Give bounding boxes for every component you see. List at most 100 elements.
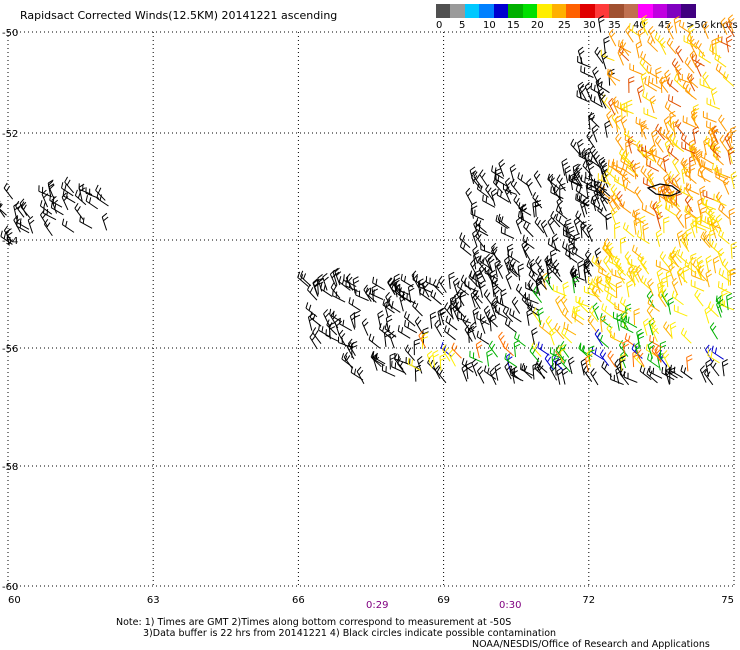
- wind-barb: [397, 325, 411, 339]
- wind-barb: [517, 263, 525, 281]
- wind-barb: [330, 282, 341, 299]
- legend-swatch: [436, 4, 451, 18]
- wind-barb: [631, 209, 645, 224]
- wind-barb: [637, 331, 645, 349]
- wind-barb: [640, 257, 650, 275]
- wind-barb: [472, 245, 479, 264]
- wind-barb: [649, 95, 657, 114]
- wind-barb: [601, 361, 613, 378]
- legend-swatch: [464, 4, 480, 18]
- wind-barb: [675, 64, 682, 82]
- wind-barb: [550, 210, 561, 228]
- wind-barb: [555, 213, 568, 229]
- x-tick-label: 66: [292, 595, 305, 606]
- wind-barb: [492, 286, 500, 304]
- wind-barb: [613, 255, 624, 273]
- wind-barb: [686, 354, 693, 372]
- wind-barb: [448, 349, 456, 367]
- wind-barb: [38, 185, 52, 198]
- wind-barb: [506, 243, 514, 262]
- wind-barb: [85, 195, 98, 210]
- wind-barb: [584, 249, 594, 267]
- wind-barb: [620, 102, 634, 115]
- wind-barb: [323, 309, 331, 327]
- wind-barb: [546, 266, 554, 285]
- wind-barb: [647, 278, 654, 296]
- wind-barb: [682, 115, 697, 128]
- wind-barb: [307, 313, 315, 331]
- wind-barb: [459, 232, 471, 248]
- legend-swatch: [551, 4, 566, 18]
- wind-barb: [564, 165, 572, 184]
- x-tick-label: 69: [437, 595, 450, 606]
- wind-barb: [654, 135, 664, 153]
- wind-barb: [575, 163, 583, 182]
- wind-barb: [646, 65, 660, 79]
- wind-barb: [572, 305, 585, 321]
- wind-barb: [573, 168, 582, 186]
- wind-barb: [642, 223, 649, 241]
- wind-barb: [606, 165, 618, 182]
- wind-barb: [537, 265, 546, 283]
- wind-barb: [717, 248, 725, 266]
- wind-barb: [594, 328, 604, 347]
- wind-barb: [383, 329, 391, 347]
- wind-barb: [595, 256, 607, 273]
- wind-barb: [372, 350, 386, 365]
- wind-barb: [547, 238, 561, 252]
- legend-label: >50 knots: [686, 20, 738, 31]
- wind-barb: [16, 220, 30, 234]
- wind-barb: [626, 99, 633, 117]
- wind-barb: [469, 350, 483, 363]
- wind-barb: [619, 199, 632, 214]
- wind-barb: [608, 28, 617, 47]
- wind-barb: [368, 333, 381, 349]
- wind-barb: [610, 207, 618, 225]
- wind-barb: [682, 80, 693, 98]
- wind-barb: [78, 183, 86, 202]
- wind-barb: [524, 292, 539, 305]
- wind-barb: [615, 281, 623, 299]
- wind-barb: [626, 160, 639, 176]
- wind-barb: [706, 120, 720, 133]
- wind-barb: [490, 300, 498, 319]
- wind-barb: [345, 279, 359, 293]
- wind-barb: [683, 35, 698, 48]
- wind-barb: [417, 356, 424, 374]
- wind-barb: [514, 331, 526, 347]
- wind-barb: [613, 99, 627, 113]
- wind-barb: [634, 186, 643, 204]
- wind-barb: [620, 115, 628, 134]
- legend-swatch: [508, 4, 523, 18]
- wind-barb: [329, 269, 337, 288]
- wind-barb: [509, 164, 517, 182]
- wind-barb: [609, 330, 624, 344]
- wind-barb: [500, 288, 507, 307]
- wind-barb: [412, 300, 423, 317]
- wind-barb: [494, 363, 502, 381]
- legend-swatch: [652, 4, 667, 18]
- wind-barb: [587, 162, 595, 180]
- wind-barb: [721, 359, 729, 377]
- wind-barb: [619, 39, 630, 56]
- wind-barb: [532, 286, 543, 303]
- wind-barb: [480, 243, 495, 255]
- wind-barb: [600, 158, 607, 177]
- wind-barb: [642, 177, 657, 190]
- island-outline-path: [646, 183, 682, 197]
- wind-barb: [672, 137, 685, 153]
- wind-barb: [705, 255, 713, 273]
- wind-barb: [495, 214, 508, 230]
- wind-barb: [494, 259, 501, 278]
- wind-barb: [535, 278, 543, 296]
- wind-barb: [686, 182, 700, 195]
- wind-barb: [432, 279, 444, 296]
- wind-barb: [312, 327, 322, 344]
- wind-barb: [577, 55, 591, 68]
- wind-barb: [694, 216, 702, 234]
- wind-barb: [538, 320, 551, 336]
- wind-barb: [51, 196, 59, 214]
- wind-barb: [619, 296, 632, 312]
- legend-label: 20: [531, 20, 544, 31]
- wind-barb: [61, 182, 74, 197]
